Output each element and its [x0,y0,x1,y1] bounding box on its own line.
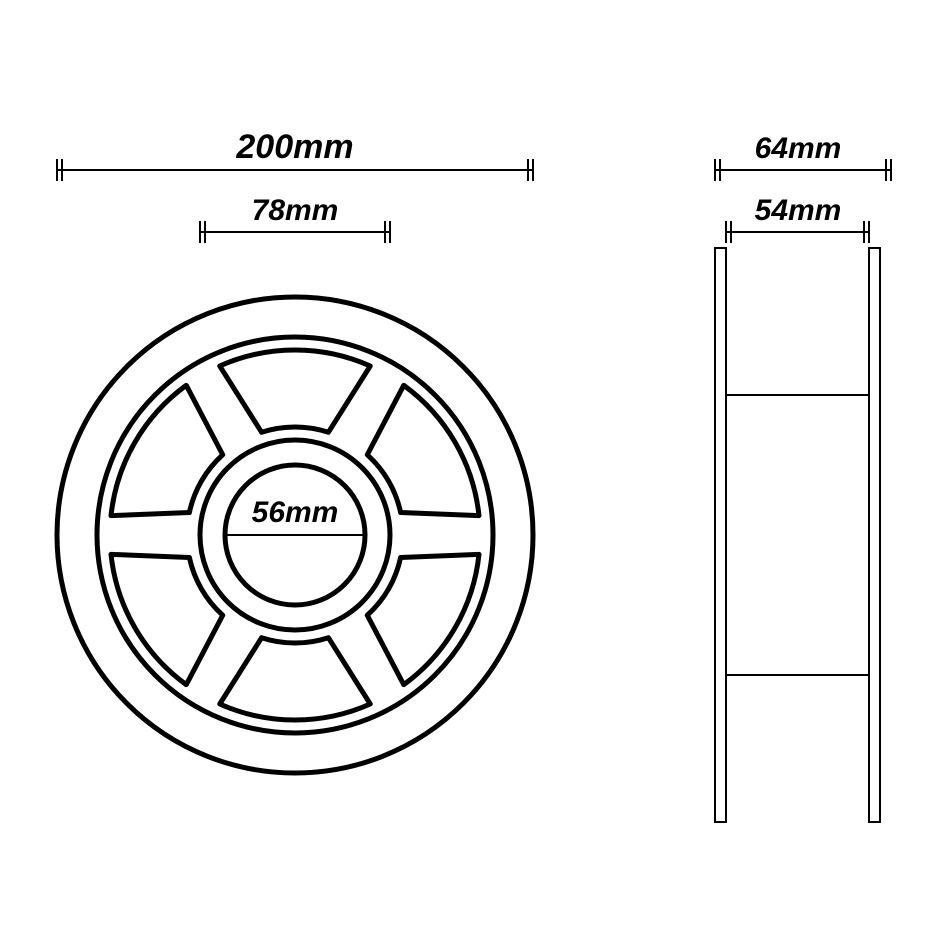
dim-hub-outer-diameter-label: 78mm [252,194,339,227]
side-flange-right [869,248,880,822]
dim-hub-outer-diameter: 78mm [200,194,390,243]
dim-outer-diameter: 200mm [57,128,533,181]
dim-side-inner-width-label: 54mm [755,194,842,227]
spoke-cutout [220,638,370,720]
spool-side-view [715,248,880,822]
dim-outer-diameter-label: 200mm [235,128,353,166]
spoke-cutout [220,350,370,432]
dim-side-outer-width: 64mm [715,132,891,181]
side-flange-left [715,248,726,822]
dim-hub-inner-diameter: 56mm [225,496,365,546]
dim-side-inner-width: 54mm [726,194,869,243]
dim-side-outer-width-label: 64mm [755,132,842,165]
dim-hub-inner-diameter-label: 56mm [252,496,339,529]
